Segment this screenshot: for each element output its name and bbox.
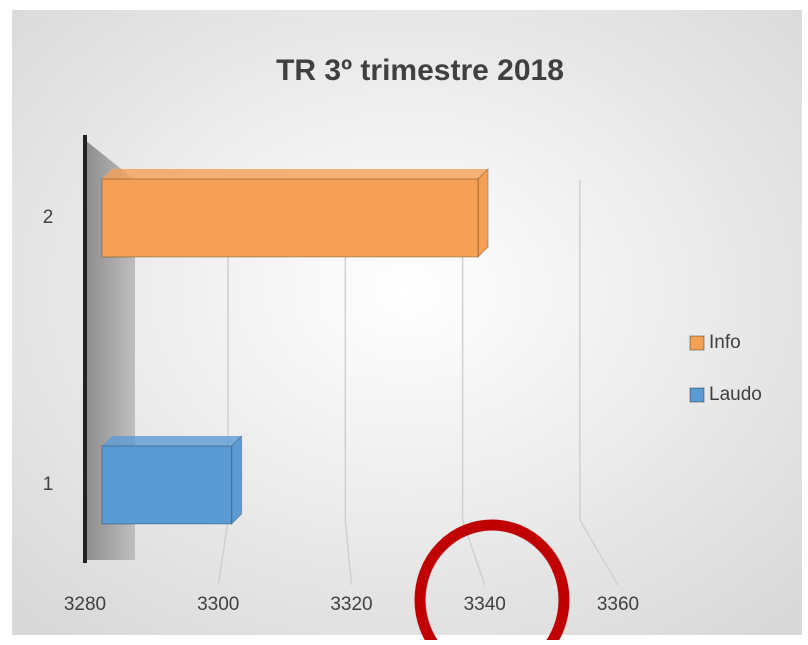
highlight-circle bbox=[414, 519, 570, 645]
bar-top bbox=[102, 436, 242, 446]
y-tick-label: 2 bbox=[43, 207, 54, 228]
plot-area: 3280 3300 3320 3340 3360 1 2 Info Laudo bbox=[43, 167, 762, 615]
chart-background bbox=[12, 10, 802, 635]
x-tick-label: 3280 bbox=[64, 594, 106, 615]
bar bbox=[101, 178, 479, 258]
bar-top bbox=[102, 169, 489, 179]
grid-floor-line bbox=[344, 519, 353, 586]
legend-swatch bbox=[689, 387, 705, 403]
legend-label: Info bbox=[709, 332, 741, 353]
y-tick-label: 1 bbox=[43, 474, 54, 495]
x-tick-label: 3320 bbox=[330, 594, 372, 615]
x-tick-label: 3300 bbox=[197, 594, 239, 615]
grid-floor-line bbox=[217, 519, 229, 586]
chart-title: TR 3º trimestre 2018 bbox=[276, 54, 564, 87]
bar-side bbox=[477, 167, 489, 259]
bar-side bbox=[231, 434, 243, 526]
x-tick-label: 3340 bbox=[464, 594, 506, 615]
x-tick-label: 3360 bbox=[597, 594, 639, 615]
grid-floor-line bbox=[579, 519, 619, 586]
bar bbox=[101, 445, 233, 525]
legend-swatch bbox=[689, 335, 705, 351]
legend-label: Laudo bbox=[709, 384, 762, 405]
